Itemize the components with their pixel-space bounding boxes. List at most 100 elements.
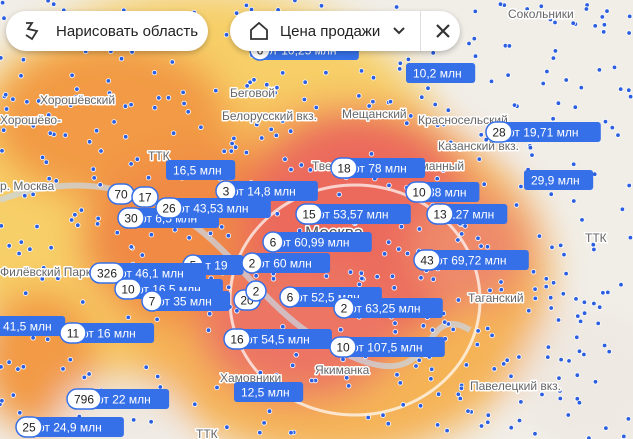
count-badge [141,290,163,312]
price-text: от 53,57 млн [318,208,388,222]
listing-dot [192,401,198,407]
listing-dot [565,412,571,418]
listing-dot [145,174,152,181]
price-marker[interactable]: 17 [131,186,159,208]
listing-dot [555,317,562,323]
listing-dot [365,414,371,421]
listing-dot [273,372,280,378]
listing-dot [225,284,232,290]
listing-dot [397,60,403,66]
listing-dot [39,154,46,161]
listing-dot [562,13,568,19]
price-pill [236,329,332,349]
listing-dot [231,135,237,142]
listing-dot [165,95,172,101]
listing-dot [478,243,484,249]
count-text: 43 [420,254,434,268]
price-text: от 19,71 млн [508,126,578,140]
listing-dot [344,375,350,381]
listing-dot [429,327,436,333]
listing-dot [619,206,626,212]
close-icon[interactable] [435,23,451,39]
count-text: 70 [114,188,128,202]
map-labels: Сокольники Хорошёвский Беговой Белорусский … [0,6,608,439]
listing-dot [516,354,522,360]
listing-dot [273,132,279,139]
count-text: 13 [433,208,447,222]
listing-dot [555,100,562,106]
listing-dot [309,377,315,384]
price-marker[interactable]: 10,2 млн [406,63,476,83]
listing-dot [429,366,435,372]
price-marker[interactable]: 16,5 млн [166,160,236,180]
listing-dot [105,78,112,84]
listing-dot [397,380,403,386]
listing-dot [2,91,9,98]
price-filter-label: Цена продажи [280,22,381,40]
count-text: 18 [337,162,351,176]
price-marker[interactable]: 12,5 млн [234,382,304,402]
draw-area-button[interactable]: Нарисовать область [6,11,208,51]
listing-dot [532,431,538,437]
listing-dot [391,285,397,291]
count-text: 3 [223,185,230,199]
listing-dot [400,402,406,408]
listing-dot [527,144,534,151]
price-pill [343,158,426,178]
count-badge [117,207,145,229]
price-marker[interactable]: 41,5 млн [0,316,66,336]
listing-dot [581,310,588,316]
dropdown-icon[interactable] [392,24,406,38]
price-pill [426,250,529,270]
listing-dot [247,79,253,85]
price-marker[interactable]: 2 [245,280,267,302]
listing-dot [78,207,85,213]
listing-dot [198,124,204,130]
listing-dot [279,118,286,124]
listing-dot [434,122,441,128]
listing-dot [389,273,396,279]
price-pill [406,63,476,83]
price-marker[interactable]: 29,9 млн [524,170,594,190]
listing-dot [425,85,431,91]
listing-dot [457,146,463,152]
listing-dot [549,244,555,250]
price-marker[interactable]: 70 [107,183,135,205]
count-badge [485,121,513,143]
listing-dot [20,57,27,63]
listing-dot [93,127,100,134]
listing-dot [298,162,305,168]
listing-dot [419,94,425,100]
count-badge [262,231,284,253]
listing-dot [497,1,504,7]
count-text: 17 [138,191,152,205]
listing-dot [169,59,175,65]
divider [420,11,422,51]
price-filter[interactable]: Цена продажи [230,11,460,51]
listing-dot [508,425,514,431]
listing-dot [274,211,280,217]
listing-dot [572,104,578,110]
listing-dot [15,366,21,372]
listing-dot [106,90,113,96]
price-pill [524,170,594,190]
listing-dot [526,308,532,314]
